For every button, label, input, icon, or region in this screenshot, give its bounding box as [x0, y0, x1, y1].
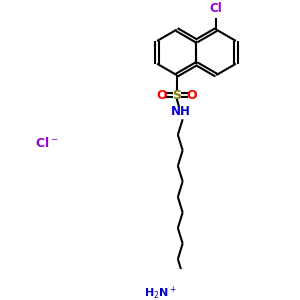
Text: S: S [172, 89, 181, 102]
Text: NH: NH [171, 105, 190, 118]
Text: H$_2$N$^+$: H$_2$N$^+$ [144, 285, 177, 300]
Text: O: O [186, 89, 197, 102]
Text: Cl$^-$: Cl$^-$ [35, 136, 59, 150]
Text: Cl: Cl [210, 2, 223, 15]
Text: O: O [157, 89, 167, 102]
